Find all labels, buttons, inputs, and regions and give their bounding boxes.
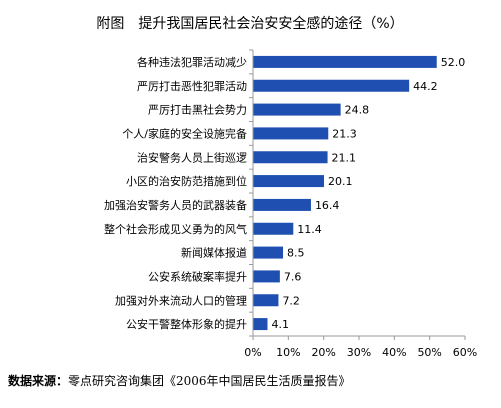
x-tick-label: 10% xyxy=(276,346,300,359)
category-label: 治安警务人员上街巡逻 xyxy=(137,150,247,164)
category-label: 严厉打击黑社会势力 xyxy=(148,103,247,117)
category-label: 公安干警整体形象的提升 xyxy=(126,317,247,331)
value-label: 11.4 xyxy=(297,223,322,236)
bar xyxy=(253,151,328,164)
bar xyxy=(253,222,294,235)
value-label: 52.0 xyxy=(441,56,466,69)
x-tick-label: 60% xyxy=(453,346,477,359)
value-label: 44.2 xyxy=(413,80,438,93)
category-label: 公安系统破案率提升 xyxy=(148,269,247,283)
value-label: 24.8 xyxy=(345,104,370,117)
bar xyxy=(253,198,311,211)
category-label: 整个社会形成见义勇为的风气 xyxy=(104,222,247,236)
bars-layer: 各种违法犯罪活动减少 52.0 严厉打击恶性犯罪活动 44.2 严厉打击黑社会势力 24.… xyxy=(104,55,465,331)
source-label: 数据来源： xyxy=(8,374,69,388)
bar xyxy=(253,294,279,307)
source-note: 数据来源：零点研究咨询集团《2006年中国居民生活质量报告》 xyxy=(8,372,498,389)
category-label: 小区的治安防范措施到位 xyxy=(126,174,247,188)
category-label: 严厉打击恶性犯罪活动 xyxy=(137,79,247,93)
category-label: 加强对外来流动人口的管理 xyxy=(115,293,247,307)
x-tick-label: 20% xyxy=(311,346,335,359)
value-label: 21.1 xyxy=(332,151,357,164)
category-label: 新闻媒体报道 xyxy=(181,246,247,260)
chart-title: 附图 提升我国居民社会治安安全感的途径（%） xyxy=(96,15,403,32)
bar xyxy=(253,270,280,283)
value-label: 7.6 xyxy=(284,270,302,283)
category-label: 个人/家庭的安全设施完备 xyxy=(122,126,247,140)
x-tick-label: 0% xyxy=(244,346,261,359)
value-label: 8.5 xyxy=(287,247,305,260)
x-tick-label: 30% xyxy=(347,346,371,359)
bar xyxy=(253,246,284,259)
bar xyxy=(253,318,268,331)
value-label: 20.1 xyxy=(328,175,353,188)
bar xyxy=(253,55,437,68)
axes: 0% 10% 20% 30% 40% 50% 60% xyxy=(244,49,477,359)
bar xyxy=(253,175,325,188)
x-tick-label: 40% xyxy=(382,346,406,359)
category-label: 各种违法犯罪活动减少 xyxy=(137,55,247,69)
value-label: 4.1 xyxy=(271,318,289,331)
bar xyxy=(253,79,410,92)
value-label: 7.2 xyxy=(282,294,300,307)
category-label: 加强治安警务人员的武器装备 xyxy=(104,198,247,212)
x-tick-label: 50% xyxy=(417,346,441,359)
value-label: 16.4 xyxy=(315,199,340,212)
bar xyxy=(253,127,329,140)
value-label: 21.3 xyxy=(332,127,357,140)
source-text: 零点研究咨询集团《2006年中国居民生活质量报告》 xyxy=(68,374,351,388)
bar xyxy=(253,103,341,116)
